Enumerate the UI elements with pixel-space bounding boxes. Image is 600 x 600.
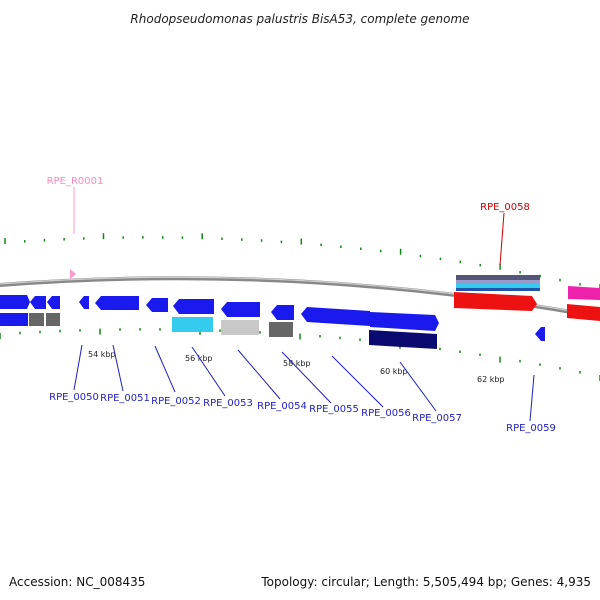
gene-label-rpe-0058[interactable]: RPE_0058 [480, 202, 530, 213]
gene-feature[interactable] [79, 296, 89, 309]
gene-feature[interactable] [0, 313, 28, 326]
leader-line [399, 361, 437, 412]
gene-feature[interactable] [146, 298, 168, 312]
gene-row-right [454, 275, 600, 341]
gene-label-rpe-0051[interactable]: RPE_0051 [100, 393, 150, 404]
gene-feature[interactable] [456, 284, 540, 288]
scale-label: 56 kbp [185, 354, 213, 363]
map-title: Rhodopseudomonas palustris BisA53, compl… [130, 12, 469, 26]
scale-label: 54 kbp [88, 350, 116, 359]
gene-feature[interactable] [568, 286, 600, 300]
gene-label-rpe-0056[interactable]: RPE_0056 [361, 408, 411, 419]
gene-label-rpe-0055[interactable]: RPE_0055 [309, 404, 359, 415]
gene-feature[interactable] [221, 302, 260, 317]
rrna-marker[interactable] [70, 269, 76, 279]
gene-feature[interactable] [46, 313, 60, 326]
gene-label-rpe-0054[interactable]: RPE_0054 [257, 401, 307, 412]
gene-feature[interactable] [271, 305, 294, 320]
gene-label-rpe-0059[interactable]: RPE_0059 [506, 423, 556, 434]
leader-line [237, 349, 281, 400]
gene-feature[interactable] [221, 320, 259, 335]
outer-tick-row [4, 233, 600, 290]
gene-feature[interactable] [269, 322, 293, 337]
gene-row-upper [0, 295, 439, 331]
leader-line [281, 351, 332, 404]
gene-feature[interactable] [30, 296, 46, 309]
gene-feature[interactable] [29, 313, 44, 326]
gene-feature[interactable] [95, 296, 139, 310]
gene-feature[interactable] [456, 288, 540, 291]
scale-label: 60 kbp [380, 367, 408, 376]
leader-line [499, 212, 505, 266]
gene-label-rpe-0057[interactable]: RPE_0057 [412, 413, 462, 424]
gene-feature[interactable] [535, 327, 545, 341]
gene-feature[interactable] [172, 317, 213, 332]
gene-feature[interactable] [301, 307, 370, 326]
gene-label-rpe-0053[interactable]: RPE_0053 [203, 398, 253, 409]
leader-line [73, 344, 83, 391]
leader-line [154, 345, 176, 393]
gene-feature[interactable] [0, 295, 30, 309]
gene-label-rpe-0052[interactable]: RPE_0052 [151, 396, 201, 407]
gene-feature[interactable] [47, 296, 60, 309]
leader-lines [73, 187, 535, 422]
scale-label: 62 kbp [477, 375, 505, 384]
leader-line [529, 374, 535, 422]
gene-feature[interactable] [173, 299, 214, 314]
gene-feature[interactable] [370, 312, 439, 331]
leader-line [191, 346, 226, 397]
gene-row-lower [0, 313, 437, 349]
gene-feature[interactable] [454, 292, 537, 311]
gene-feature[interactable] [456, 280, 540, 284]
scale-label: 58 kbp [283, 359, 311, 368]
gene-feature[interactable] [456, 275, 540, 280]
gene-label-rpe-0050[interactable]: RPE_0050 [49, 392, 99, 403]
leader-line [331, 355, 384, 408]
genome-summary-text: Topology: circular; Length: 5,505,494 bp… [260, 575, 591, 589]
gene-label-rpe-r0001[interactable]: RPE_R0001 [47, 176, 104, 187]
gene-feature[interactable] [567, 304, 600, 321]
gene-feature[interactable] [369, 330, 437, 349]
accession-text: Accession: NC_008435 [9, 575, 145, 589]
leader-line [112, 344, 124, 392]
